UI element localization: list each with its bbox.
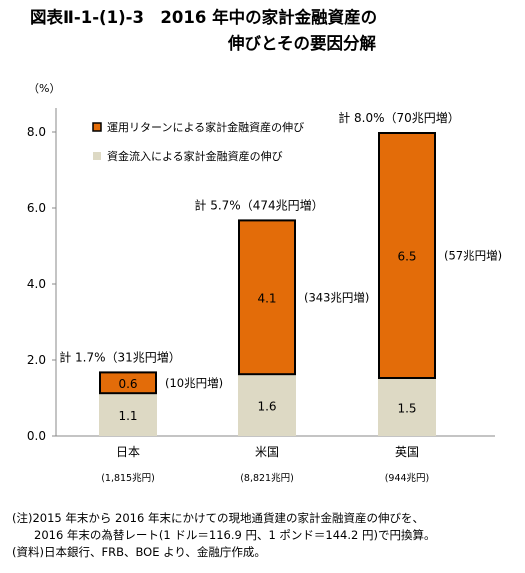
bar-inflow <box>378 379 436 436</box>
x-category-label: 米国 <box>255 445 279 459</box>
x-category-sublabel: (8,821兆円) <box>240 473 294 484</box>
total-label: 計 5.7%（474兆円増） <box>194 197 323 212</box>
y-tick-label: 6.0 <box>27 201 46 215</box>
x-category-sublabel: (1,815兆円) <box>101 473 155 484</box>
y-tick-label: 8.0 <box>27 125 46 139</box>
data-label-return: 0.6 <box>118 377 137 391</box>
x-category-label: 英国 <box>395 445 419 459</box>
return-amount-label: (57兆円増) <box>444 249 502 263</box>
chart-title-line-1: 図表Ⅱ-1-(1)-3 2016 年中の家計金融資産の <box>30 8 378 27</box>
bar-inflow <box>238 375 296 436</box>
y-unit-label: （%） <box>28 82 60 95</box>
legend-label-return: 運用リターンによる家計金融資産の伸び <box>107 120 304 134</box>
legend-label-inflow: 資金流入による家計金融資産の伸び <box>107 149 283 163</box>
data-label-inflow: 1.5 <box>397 402 416 416</box>
y-tick-label: 0.0 <box>27 429 46 443</box>
bar-return <box>378 132 436 379</box>
chart-title-line-2: 伸びとその要因分解 <box>228 34 377 53</box>
data-label-return: 6.5 <box>397 250 416 264</box>
footnotes: (注)2015 年末から 2016 年末にかけての現地通貨建の家計金融資産の伸び… <box>12 510 436 561</box>
stacked-bar-chart: （%） 0.0 2.0 4.0 6.0 8.0 1.1 0.6 計 1.7%（31兆円増） (10… <box>27 82 502 484</box>
bar-return <box>99 371 157 395</box>
footnote-note-continued: 2016 年末の為替レート(1 ドル＝116.9 円、1 ポンド＝144.2 円… <box>34 528 436 542</box>
data-label-inflow: 1.1 <box>118 409 137 423</box>
return-amount-label: (10兆円増) <box>165 376 223 390</box>
x-category-sublabel: (944兆円) <box>385 473 430 484</box>
y-tick-label: 4.0 <box>27 277 46 291</box>
x-category-label: 日本 <box>116 445 140 459</box>
data-label-inflow: 1.6 <box>257 400 276 414</box>
footnote-note: (注)2015 年末から 2016 年末にかけての現地通貨建の家計金融資産の伸び… <box>12 511 424 525</box>
footnote-source: (資料)日本銀行、FRB、BOE より、金融庁作成。 <box>12 545 266 559</box>
y-tick-label: 2.0 <box>27 353 46 367</box>
legend-swatch-inflow <box>93 152 101 160</box>
total-label: 計 1.7%（31兆円増） <box>59 349 181 364</box>
bar-inflow <box>99 394 157 436</box>
total-label: 計 8.0%（70兆円増） <box>338 110 460 125</box>
bar-return <box>238 219 296 376</box>
return-amount-label: (343兆円増) <box>304 290 369 304</box>
legend-swatch-return <box>92 122 102 132</box>
data-label-return: 4.1 <box>257 291 276 305</box>
